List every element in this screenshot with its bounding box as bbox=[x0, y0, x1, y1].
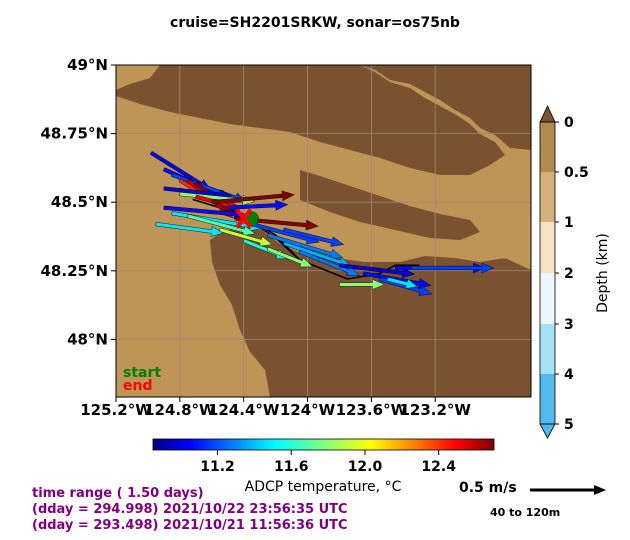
x-tick-label: 124.8°W bbox=[144, 401, 216, 419]
depth-tick-label: 4 bbox=[564, 367, 574, 383]
temperature-tick-label: 11.2 bbox=[200, 459, 235, 475]
depth-tick-label: 0 bbox=[564, 115, 574, 131]
coast-land-south bbox=[210, 236, 531, 397]
depth-band bbox=[540, 222, 555, 273]
depth-tick-label: 0.5 bbox=[564, 165, 589, 181]
map-area bbox=[115, 64, 532, 398]
end-time-line: (dday = 294.998) 2021/10/22 23:56:35 UTC bbox=[32, 502, 348, 517]
coast-land-north bbox=[116, 65, 505, 175]
scale-arrow bbox=[530, 485, 606, 495]
temperature-tick-label: 12.0 bbox=[348, 459, 383, 475]
current-vector bbox=[266, 246, 314, 268]
x-tick-label: 123.2°W bbox=[399, 401, 471, 419]
current-vector bbox=[227, 199, 289, 211]
strait-water bbox=[170, 132, 531, 262]
y-tick-label: 48.5°N bbox=[51, 193, 108, 211]
temperature-colorbar: 11.2 11.6 12.0 12.4 ADCP temperature, °C bbox=[152, 438, 495, 495]
current-vector bbox=[282, 227, 345, 247]
depth-extend-top bbox=[539, 105, 556, 123]
start-legend-label: start bbox=[123, 365, 162, 381]
x-tick-label: 124°W bbox=[280, 401, 336, 419]
x-tick-label: 124.4°W bbox=[208, 401, 280, 419]
y-tick-label: 48.75°N bbox=[41, 125, 109, 143]
x-tick-label: 123.6°W bbox=[336, 401, 408, 419]
y-tick-label: 49°N bbox=[67, 56, 108, 74]
y-axis: 49°N 48.75°N 48.5°N 48.25°N 48°N bbox=[41, 56, 116, 348]
depth-tick-label: 5 bbox=[564, 417, 574, 433]
current-vector bbox=[339, 263, 415, 279]
time-info: time range ( 1.50 days) (dday = 294.998)… bbox=[32, 486, 348, 534]
depth-band bbox=[540, 172, 555, 222]
current-vector bbox=[155, 222, 224, 237]
current-vector bbox=[339, 279, 386, 290]
end-marker bbox=[235, 208, 253, 229]
temperature-colorbar-gradient bbox=[152, 438, 495, 451]
y-tick-label: 48.25°N bbox=[41, 262, 109, 280]
current-vector bbox=[211, 190, 295, 205]
depth-band bbox=[540, 374, 555, 424]
current-vector bbox=[266, 233, 344, 260]
map-frame bbox=[115, 64, 532, 398]
temperature-colorbar-label: ADCP temperature, °C bbox=[245, 479, 402, 495]
depth-band bbox=[540, 122, 555, 172]
current-vector bbox=[386, 277, 418, 289]
depth-extend-bottom bbox=[539, 423, 556, 439]
x-tick-label: 125.2°W bbox=[80, 401, 152, 419]
chart-title: cruise=SH2201SRKW, sonar=os75nb bbox=[170, 15, 460, 31]
depth-colorbar-label: Depth (km) bbox=[595, 233, 611, 313]
shelf-north bbox=[116, 65, 160, 90]
current-vectors bbox=[149, 150, 495, 296]
temperature-tick-label: 12.4 bbox=[421, 459, 456, 475]
scale-depth-range: 40 to 120m bbox=[490, 506, 561, 519]
start-time-line: (dday = 293.498) 2021/10/21 11:56:36 UTC bbox=[32, 518, 348, 533]
end-legend-label: end bbox=[123, 378, 153, 394]
y-tick-label: 48°N bbox=[67, 330, 108, 348]
current-vector bbox=[298, 249, 361, 276]
depth-tick-label: 3 bbox=[564, 317, 574, 333]
current-vector bbox=[219, 227, 273, 247]
depth-tick-label: 1 bbox=[564, 215, 574, 231]
current-vector bbox=[187, 213, 256, 236]
current-vector bbox=[411, 262, 495, 274]
depth-band bbox=[540, 273, 555, 324]
depth-tick-label: 2 bbox=[564, 266, 574, 282]
temperature-tick-label: 11.6 bbox=[274, 459, 309, 475]
depth-colorbar: 0 0.5 1 2 3 4 5 bbox=[539, 105, 589, 439]
depth-band bbox=[540, 324, 555, 374]
time-range-line: time range ( 1.50 days) bbox=[32, 486, 204, 501]
scale-speed-label: 0.5 m/s bbox=[459, 480, 517, 496]
